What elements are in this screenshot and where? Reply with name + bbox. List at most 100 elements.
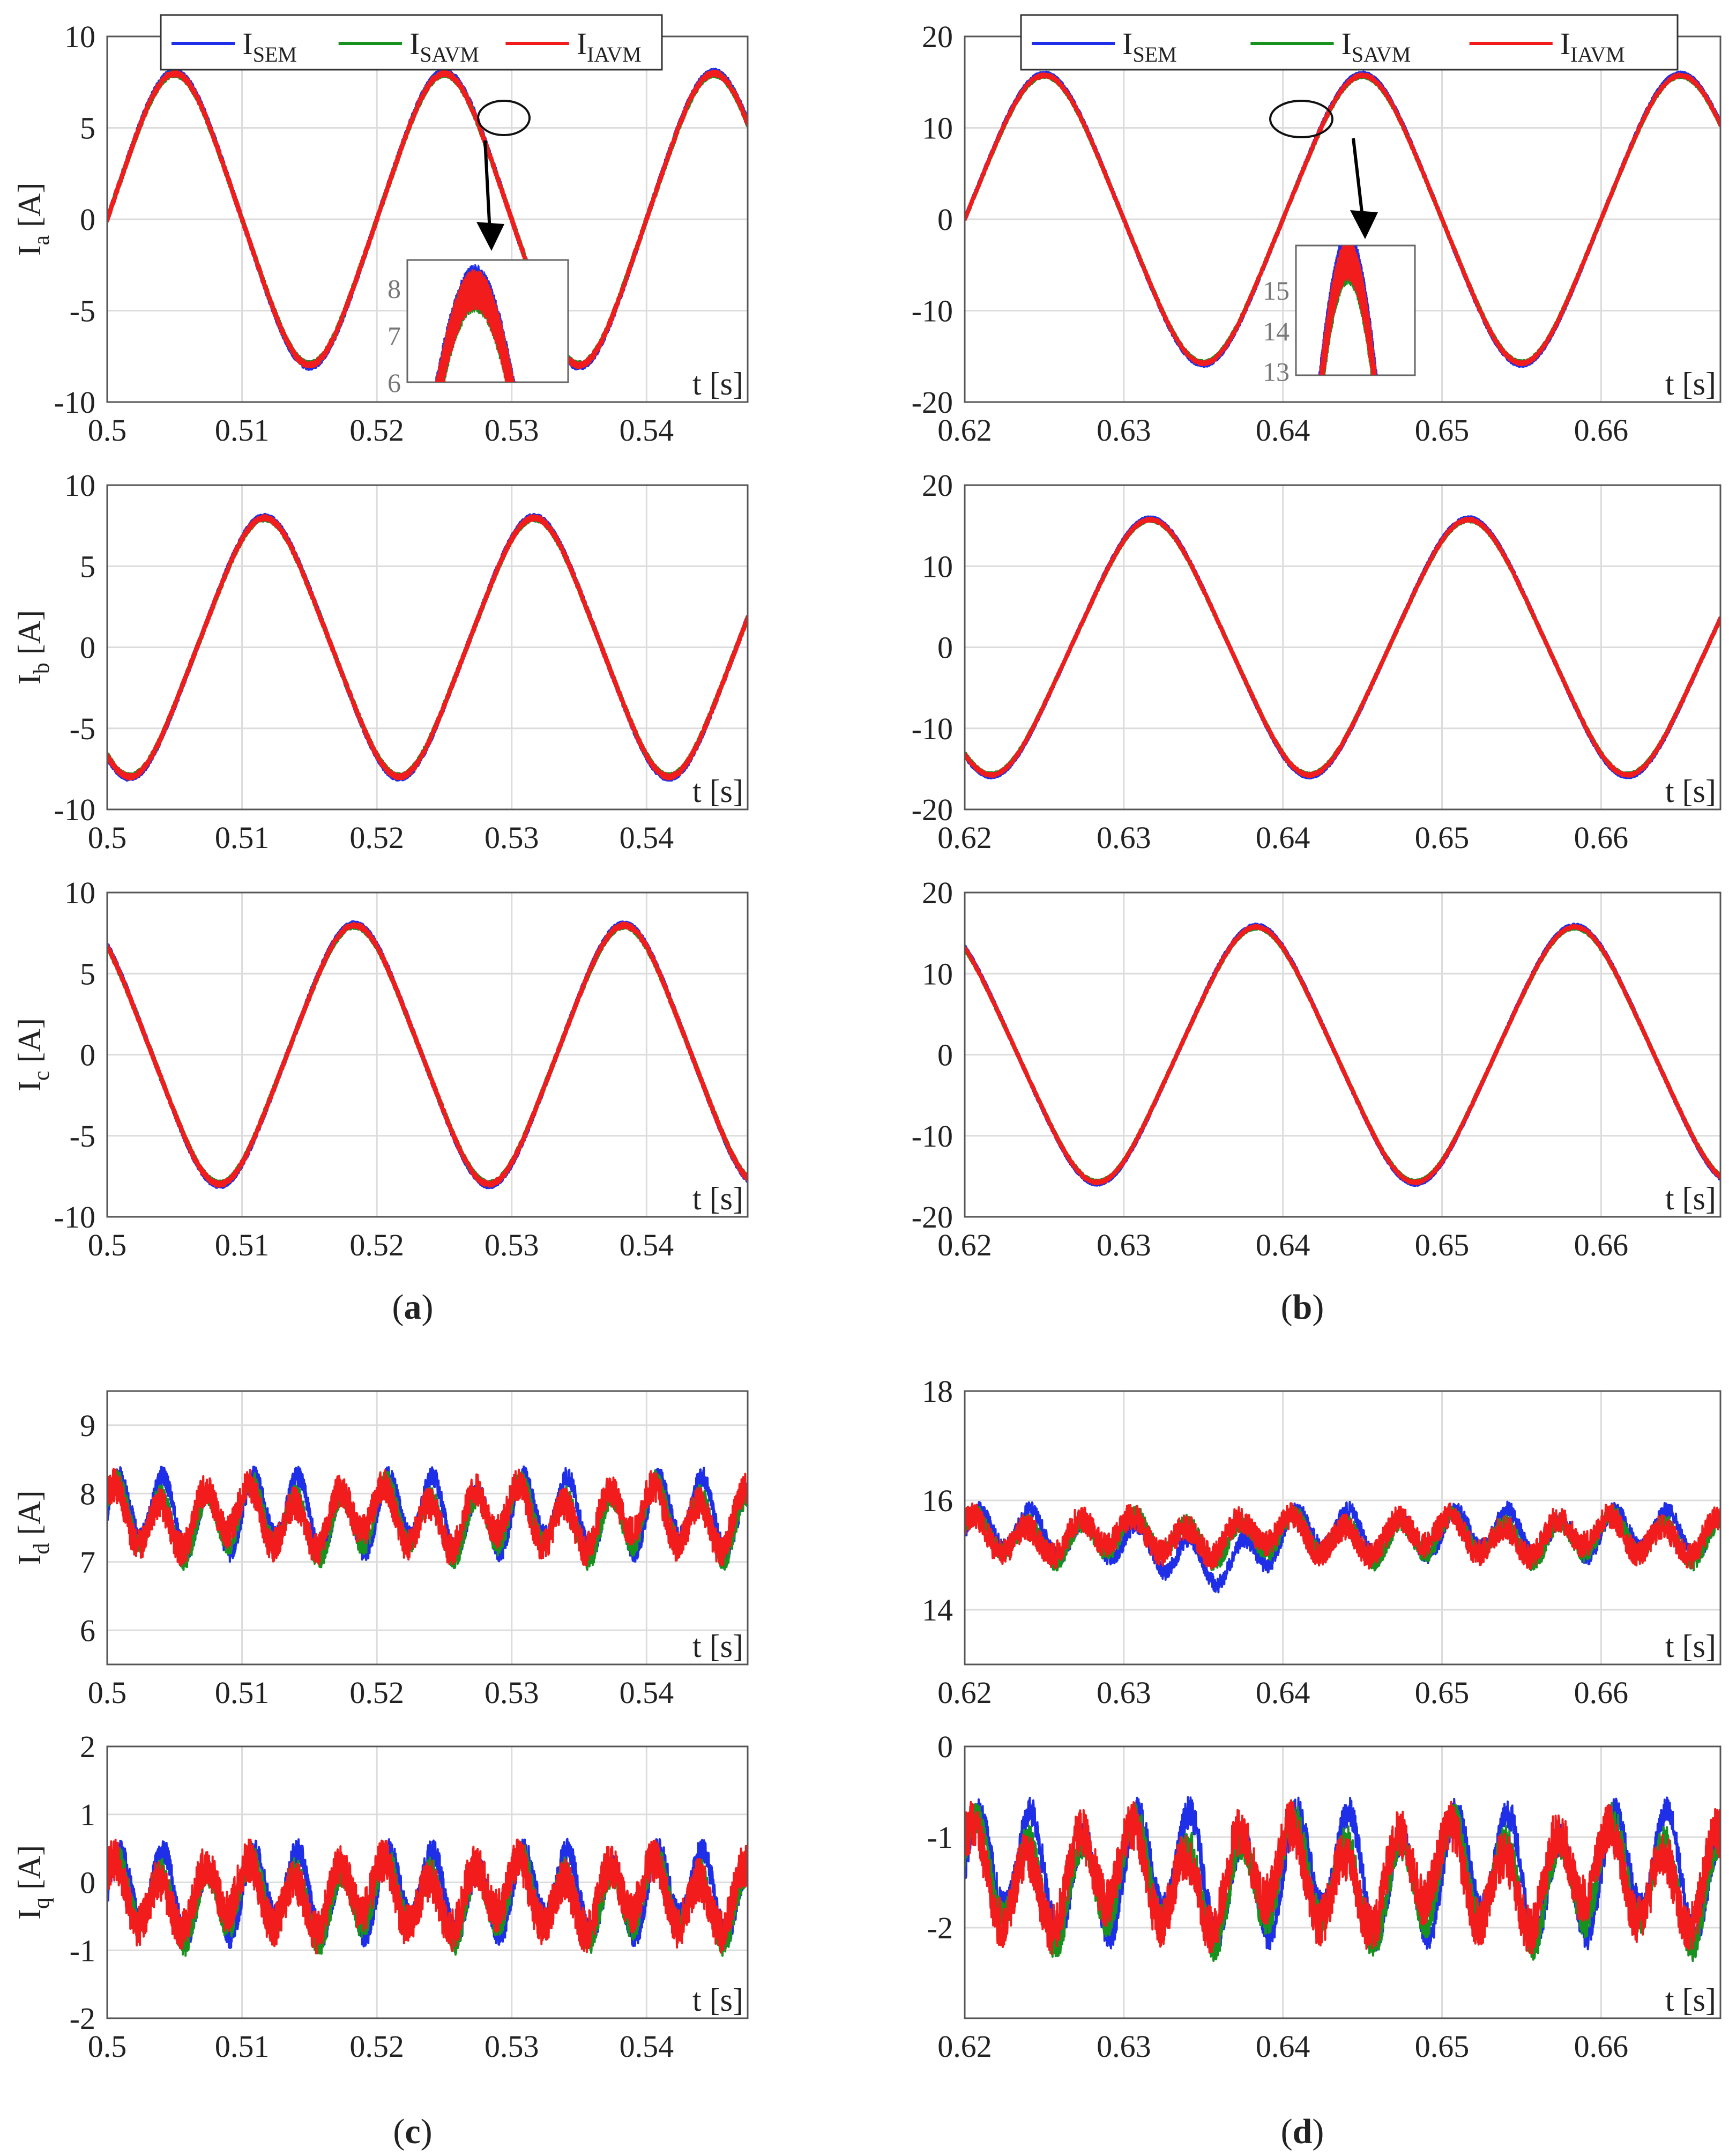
chart-d2: 0.62 0.63 0.64 0.65 0.66 0 -1 -2 t [s]: [927, 1729, 1721, 2064]
x-tick-label: 0.65: [1415, 1675, 1470, 1710]
inset-y-tick-label: 6: [387, 368, 401, 398]
y-tick-label: 0: [937, 630, 953, 665]
panel-label-d: (d): [1281, 2112, 1324, 2151]
x-axis-label: t [s]: [692, 1181, 743, 1216]
y-tick-label: 2: [80, 1729, 95, 1764]
x-tick-label: 0.63: [1097, 820, 1151, 855]
zoom-ellipse: [477, 100, 531, 136]
x-axis-label: t [s]: [1665, 774, 1716, 809]
x-tick-label: 0.64: [1256, 820, 1310, 855]
inset-y-tick-label: 7: [387, 321, 401, 351]
chart-a1: 0.5 0.51 0.52 0.53 0.54 10 5 0 -5 -10 t [s] Ia [A] I…: [12, 14, 749, 448]
x-tick-label: 0.52: [349, 1675, 404, 1710]
legend-box: [1020, 14, 1679, 71]
chart-a2: 0.5 0.51 0.52 0.53 0.54 10 5 0 -5 -10 t [s] Ib [A]: [12, 468, 749, 855]
legend-label-ISAVM: ISAVM: [409, 26, 479, 66]
x-tick-label: 0.5: [88, 1228, 127, 1262]
y-tick-label: 0: [80, 202, 95, 237]
x-tick-label: 0.63: [1097, 2029, 1151, 2064]
y-axis-label: Ib [A]: [12, 610, 54, 685]
y-tick-label: 0: [937, 1729, 953, 1764]
x-tick-label: 0.54: [620, 820, 674, 855]
zoom-ellipse: [1269, 100, 1333, 138]
x-tick-label: 0.52: [349, 413, 404, 448]
x-tick-label: 0.63: [1097, 1675, 1151, 1710]
x-tick-label: 0.52: [349, 2029, 404, 2064]
x-tick-label: 0.63: [1097, 1228, 1151, 1262]
y-tick-label: 9: [80, 1408, 95, 1443]
series-line-IAVM: [107, 69, 748, 369]
x-tick-label: 0.51: [215, 1228, 270, 1262]
x-tick-label: 0.62: [937, 413, 992, 448]
y-tick-label: 7: [80, 1545, 95, 1580]
x-tick-label: 0.51: [215, 413, 270, 448]
x-tick-label: 0.53: [485, 1228, 539, 1262]
x-tick-label: 0.53: [485, 1675, 539, 1710]
zoom-arrowhead-icon: [476, 222, 504, 251]
x-tick-label: 0.51: [215, 1675, 270, 1710]
y-tick-label: 8: [80, 1476, 95, 1511]
x-tick-label: 0.62: [937, 2029, 992, 2064]
x-tick-label: 0.64: [1256, 413, 1310, 448]
y-tick-label: 10: [922, 111, 953, 146]
y-axis-label: Ic [A]: [12, 1018, 54, 1091]
chart-c1: 0.5 0.51 0.52 0.53 0.54 9 8 7 6 t [s] Id [A]: [12, 1390, 749, 1710]
x-tick-label: 0.51: [215, 2029, 270, 2064]
chart-b1: 0.62 0.63 0.64 0.65 0.66 20 10 0 -10 -20 t [s] ISEM…: [912, 14, 1721, 448]
series-line-IAVM: [965, 1502, 1720, 1570]
inset-series-IAVM: [1319, 246, 1377, 375]
x-tick-label: 0.63: [1097, 413, 1151, 448]
panel-label-b: (b): [1281, 1288, 1324, 1327]
x-tick-label: 0.52: [349, 820, 404, 855]
y-tick-label: 0: [937, 1038, 953, 1073]
x-axis-label: t [s]: [692, 774, 743, 809]
series-line-IAVM: [107, 1838, 748, 1954]
y-tick-label: 10: [64, 19, 95, 54]
x-tick-label: 0.53: [485, 820, 539, 855]
panel-label-a: (a): [392, 1288, 434, 1327]
y-tick-label: -20: [912, 385, 953, 420]
y-tick-label: 0: [80, 1865, 95, 1900]
plot-frame: [964, 891, 1721, 1218]
x-axis-label: t [s]: [692, 366, 743, 402]
x-tick-label: 0.62: [937, 1228, 992, 1262]
y-tick-label: 6: [80, 1613, 95, 1648]
panel-labels-layer: (a) (b) (c) (d): [392, 1288, 1324, 2151]
y-tick-label: 0: [80, 1038, 95, 1073]
y-tick-label: -10: [912, 294, 953, 329]
y-tick-label: 20: [922, 875, 953, 910]
series-line-IAVM: [965, 924, 1720, 1186]
plot-frame: [106, 1745, 749, 2019]
zoom-arrowhead-icon: [1350, 210, 1378, 239]
x-tick-label: 0.5: [88, 413, 127, 448]
x-tick-label: 0.53: [485, 413, 539, 448]
y-tick-label: 14: [922, 1593, 953, 1627]
x-tick-label: 0.52: [349, 1228, 404, 1262]
y-tick-label: 10: [922, 956, 953, 991]
x-axis-label: t [s]: [1665, 1982, 1716, 2018]
y-tick-label: 10: [64, 468, 95, 503]
x-axis-label: t [s]: [692, 1982, 743, 2018]
y-tick-label: 0: [80, 630, 95, 665]
inset-series-ISAVM: [436, 271, 515, 382]
x-tick-label: 0.54: [620, 2029, 674, 2064]
legend-box: [160, 14, 663, 71]
y-tick-label: -10: [54, 792, 95, 827]
x-tick-label: 0.54: [620, 413, 674, 448]
x-tick-label: 0.66: [1574, 2029, 1629, 2064]
chart-c2: 0.5 0.51 0.52 0.53 0.54 2 1 0 -1 -2 t [s] Iq [A]: [12, 1729, 749, 2064]
chart-a3: 0.5 0.51 0.52 0.53 0.54 10 5 0 -5 -10 t [s] Ic [A]: [12, 875, 749, 1262]
x-tick-label: 0.66: [1574, 820, 1629, 855]
series-line-IAVM: [965, 1799, 1720, 1956]
series-line-IAVM: [107, 921, 748, 1188]
x-tick-label: 0.65: [1415, 2029, 1470, 2064]
y-tick-label: -10: [912, 711, 953, 746]
y-tick-label: -5: [70, 1119, 95, 1154]
chart-b2: 0.62 0.63 0.64 0.65 0.66 20 10 0 -10 -20 t [s]: [912, 468, 1721, 855]
inset-series-ISAVM: [1319, 246, 1377, 375]
y-tick-label: -10: [54, 1200, 95, 1235]
y-tick-label: -5: [70, 711, 95, 746]
plot-frame: [106, 891, 749, 1218]
series-line-IAVM: [107, 514, 748, 780]
x-axis-label: t [s]: [1665, 366, 1716, 402]
